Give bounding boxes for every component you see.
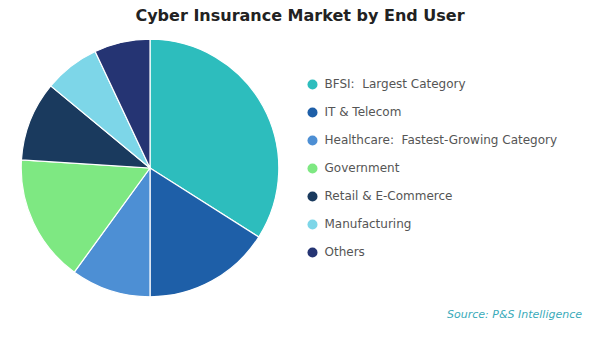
svg-text:Manufacturing: Manufacturing [325,217,412,231]
svg-text:Others: Others [325,245,365,259]
svg-text:IT & Telecom: IT & Telecom [325,105,402,119]
html-text:Cyber Insurance Market by End: Cyber Insurance Market by End User [135,6,465,25]
svg-text:Government: Government [325,161,400,175]
svg-text:BFSI: Largest Category: BFSI: Largest Category [325,77,466,91]
html-text:Source: P&S Intelligence: Source: P&S Intelligence [447,308,582,321]
svg-text:Retail & E-Commerce: Retail & E-Commerce [325,189,453,203]
svg-text:Healthcare: Fastest-Growing C: Healthcare: Fastest-Growing Category [325,133,558,147]
